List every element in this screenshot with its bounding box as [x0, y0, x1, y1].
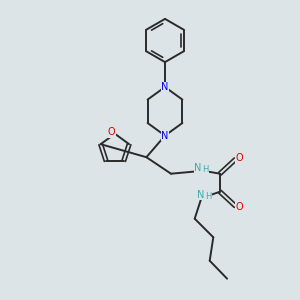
Text: N: N [161, 82, 169, 92]
Text: N: N [194, 163, 202, 173]
Text: O: O [236, 153, 244, 163]
Text: H: H [205, 192, 211, 201]
Text: H: H [202, 165, 209, 174]
Text: N: N [197, 190, 204, 200]
Text: O: O [107, 127, 115, 137]
Text: N: N [161, 130, 169, 141]
Text: O: O [236, 202, 244, 212]
